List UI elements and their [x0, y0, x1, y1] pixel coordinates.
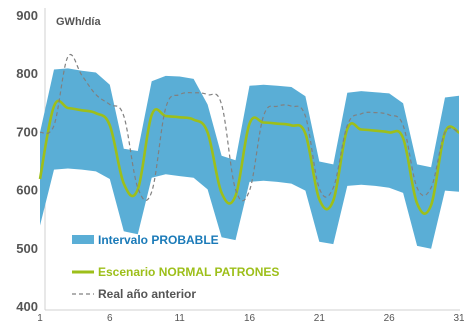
legend-item-real: Real año anterior	[72, 287, 196, 301]
legend-real-label: Real año anterior	[98, 287, 196, 301]
x-tick-label: 21	[314, 313, 326, 324]
legend-band-swatch	[72, 235, 94, 244]
x-tick-labels: 1 6 11 16 21 26 31	[37, 313, 464, 324]
x-tick-label: 16	[244, 313, 256, 324]
legend: Intervalo PROBABLE Escenario NORMAL PATR…	[72, 233, 279, 301]
y-tick-label: 800	[16, 66, 38, 81]
y-tick-label: 700	[16, 124, 38, 139]
y-tick-labels: 400 500 600 700 800 900	[16, 8, 38, 314]
x-tick-label: 6	[107, 313, 113, 324]
y-tick-label: 600	[16, 183, 38, 198]
x-tick-label: 11	[174, 313, 185, 324]
probable-interval-band	[40, 68, 459, 249]
y-tick-label: 900	[16, 8, 38, 23]
y-tick-label: 500	[16, 241, 38, 256]
y-tick-label: 400	[16, 299, 38, 314]
x-tick-label: 1	[37, 313, 43, 324]
legend-band-label: Intervalo PROBABLE	[98, 233, 219, 247]
previous-year-dashed-line	[39, 54, 460, 202]
x-tick-label: 31	[453, 313, 464, 324]
legend-item-scenario: Escenario NORMAL PATRONES	[72, 265, 279, 279]
x-tick-label: 26	[384, 313, 396, 324]
normal-scenario-line	[38, 99, 460, 215]
legend-scenario-label: Escenario NORMAL PATRONES	[98, 265, 279, 279]
legend-item-band: Intervalo PROBABLE	[72, 233, 219, 247]
unit-label: GWh/día	[56, 16, 101, 28]
